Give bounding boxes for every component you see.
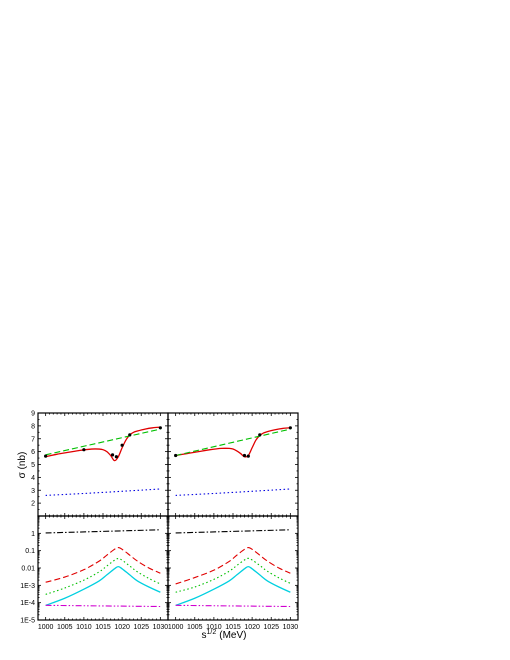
data-point: [174, 453, 178, 458]
data-point: [120, 443, 124, 447]
series-line-dotted: [175, 557, 291, 593]
x-axis-label-unit: (MeV): [219, 630, 246, 641]
series-line-dashed: [45, 547, 161, 583]
x-tick-label: 1020: [244, 624, 260, 631]
panel-bottom-left: 1000 1005 1010 1015 1020 1025 1030 1E-5 1E-4 1E-3…: [20, 515, 169, 631]
x-tick-label: 1010: [206, 624, 222, 631]
series-line-dashed: [175, 547, 291, 585]
y-tick-label: 0.1: [25, 548, 35, 555]
y-tick-label: 6: [31, 449, 35, 456]
y-tick-label: 1E-4: [20, 600, 35, 607]
data-point: [82, 448, 86, 452]
y-tick-label: 1E-5: [20, 618, 35, 625]
data-point: [288, 426, 292, 430]
y-tick-label: 4: [31, 475, 35, 482]
data-point: [242, 453, 247, 458]
series-line-solid: [45, 426, 161, 462]
x-tick-label: 1000: [38, 624, 54, 631]
x-tick-label: 1030: [153, 624, 169, 631]
x-tick-label: 1015: [95, 624, 111, 631]
data-point: [258, 433, 262, 437]
y-tick-label: 3: [31, 488, 35, 495]
x-axis-label: s1/2 (MeV): [202, 629, 247, 641]
data-point: [246, 454, 250, 458]
y-tick-label: 0.01: [21, 566, 35, 573]
x-tick-label: 1020: [114, 624, 130, 631]
series-line-dashdot: [175, 529, 291, 534]
data-point: [128, 433, 132, 437]
y-tick-label: 7: [31, 436, 35, 443]
data-point: [158, 426, 162, 430]
x-tick-label: 1000: [168, 624, 184, 631]
series-line-dotted: [45, 488, 161, 496]
x-tick-label: 1030: [283, 624, 299, 631]
x-tick-label: 1005: [187, 624, 203, 631]
panel-top-right: [167, 412, 299, 517]
y-axis-label: σ (nb): [17, 452, 28, 479]
series-line-dotted: [45, 558, 161, 595]
y-tick-label: 2: [31, 501, 35, 508]
x-tick-label: 1025: [133, 624, 149, 631]
x-tick-label: 1015: [225, 624, 241, 631]
x-tick-label: 1010: [76, 624, 92, 631]
data-point: [114, 455, 118, 459]
series-line-dashed: [45, 428, 161, 456]
y-tick-label: 1E-3: [20, 583, 35, 590]
y-tick-label: 9: [31, 411, 35, 418]
data-point: [110, 453, 115, 457]
series-line-dashdotdot: [45, 604, 161, 608]
panel-top-left: 2 3 4 5 6 7 8 9: [31, 411, 169, 517]
data-point: [44, 454, 48, 458]
y-tick-label: 5: [31, 462, 35, 469]
panel-bottom-right: 1000 1005 1010 1015 1020 1025 1030: [167, 515, 299, 631]
series-line-dashdotdot: [175, 604, 291, 608]
series-line-solid: [175, 565, 291, 606]
series-line-dotted: [175, 488, 291, 496]
series-line-dashed: [175, 428, 291, 457]
x-axis-label-superscript: 1/2: [207, 629, 217, 636]
y-tick-label: 8: [31, 423, 35, 430]
x-axis-label-base: s: [202, 630, 207, 641]
series-line-solid: [45, 565, 161, 606]
series-line-dashdot: [45, 529, 161, 534]
y-tick-label: 1: [31, 531, 35, 538]
x-tick-label: 1025: [263, 624, 279, 631]
x-tick-label: 1005: [57, 624, 73, 631]
